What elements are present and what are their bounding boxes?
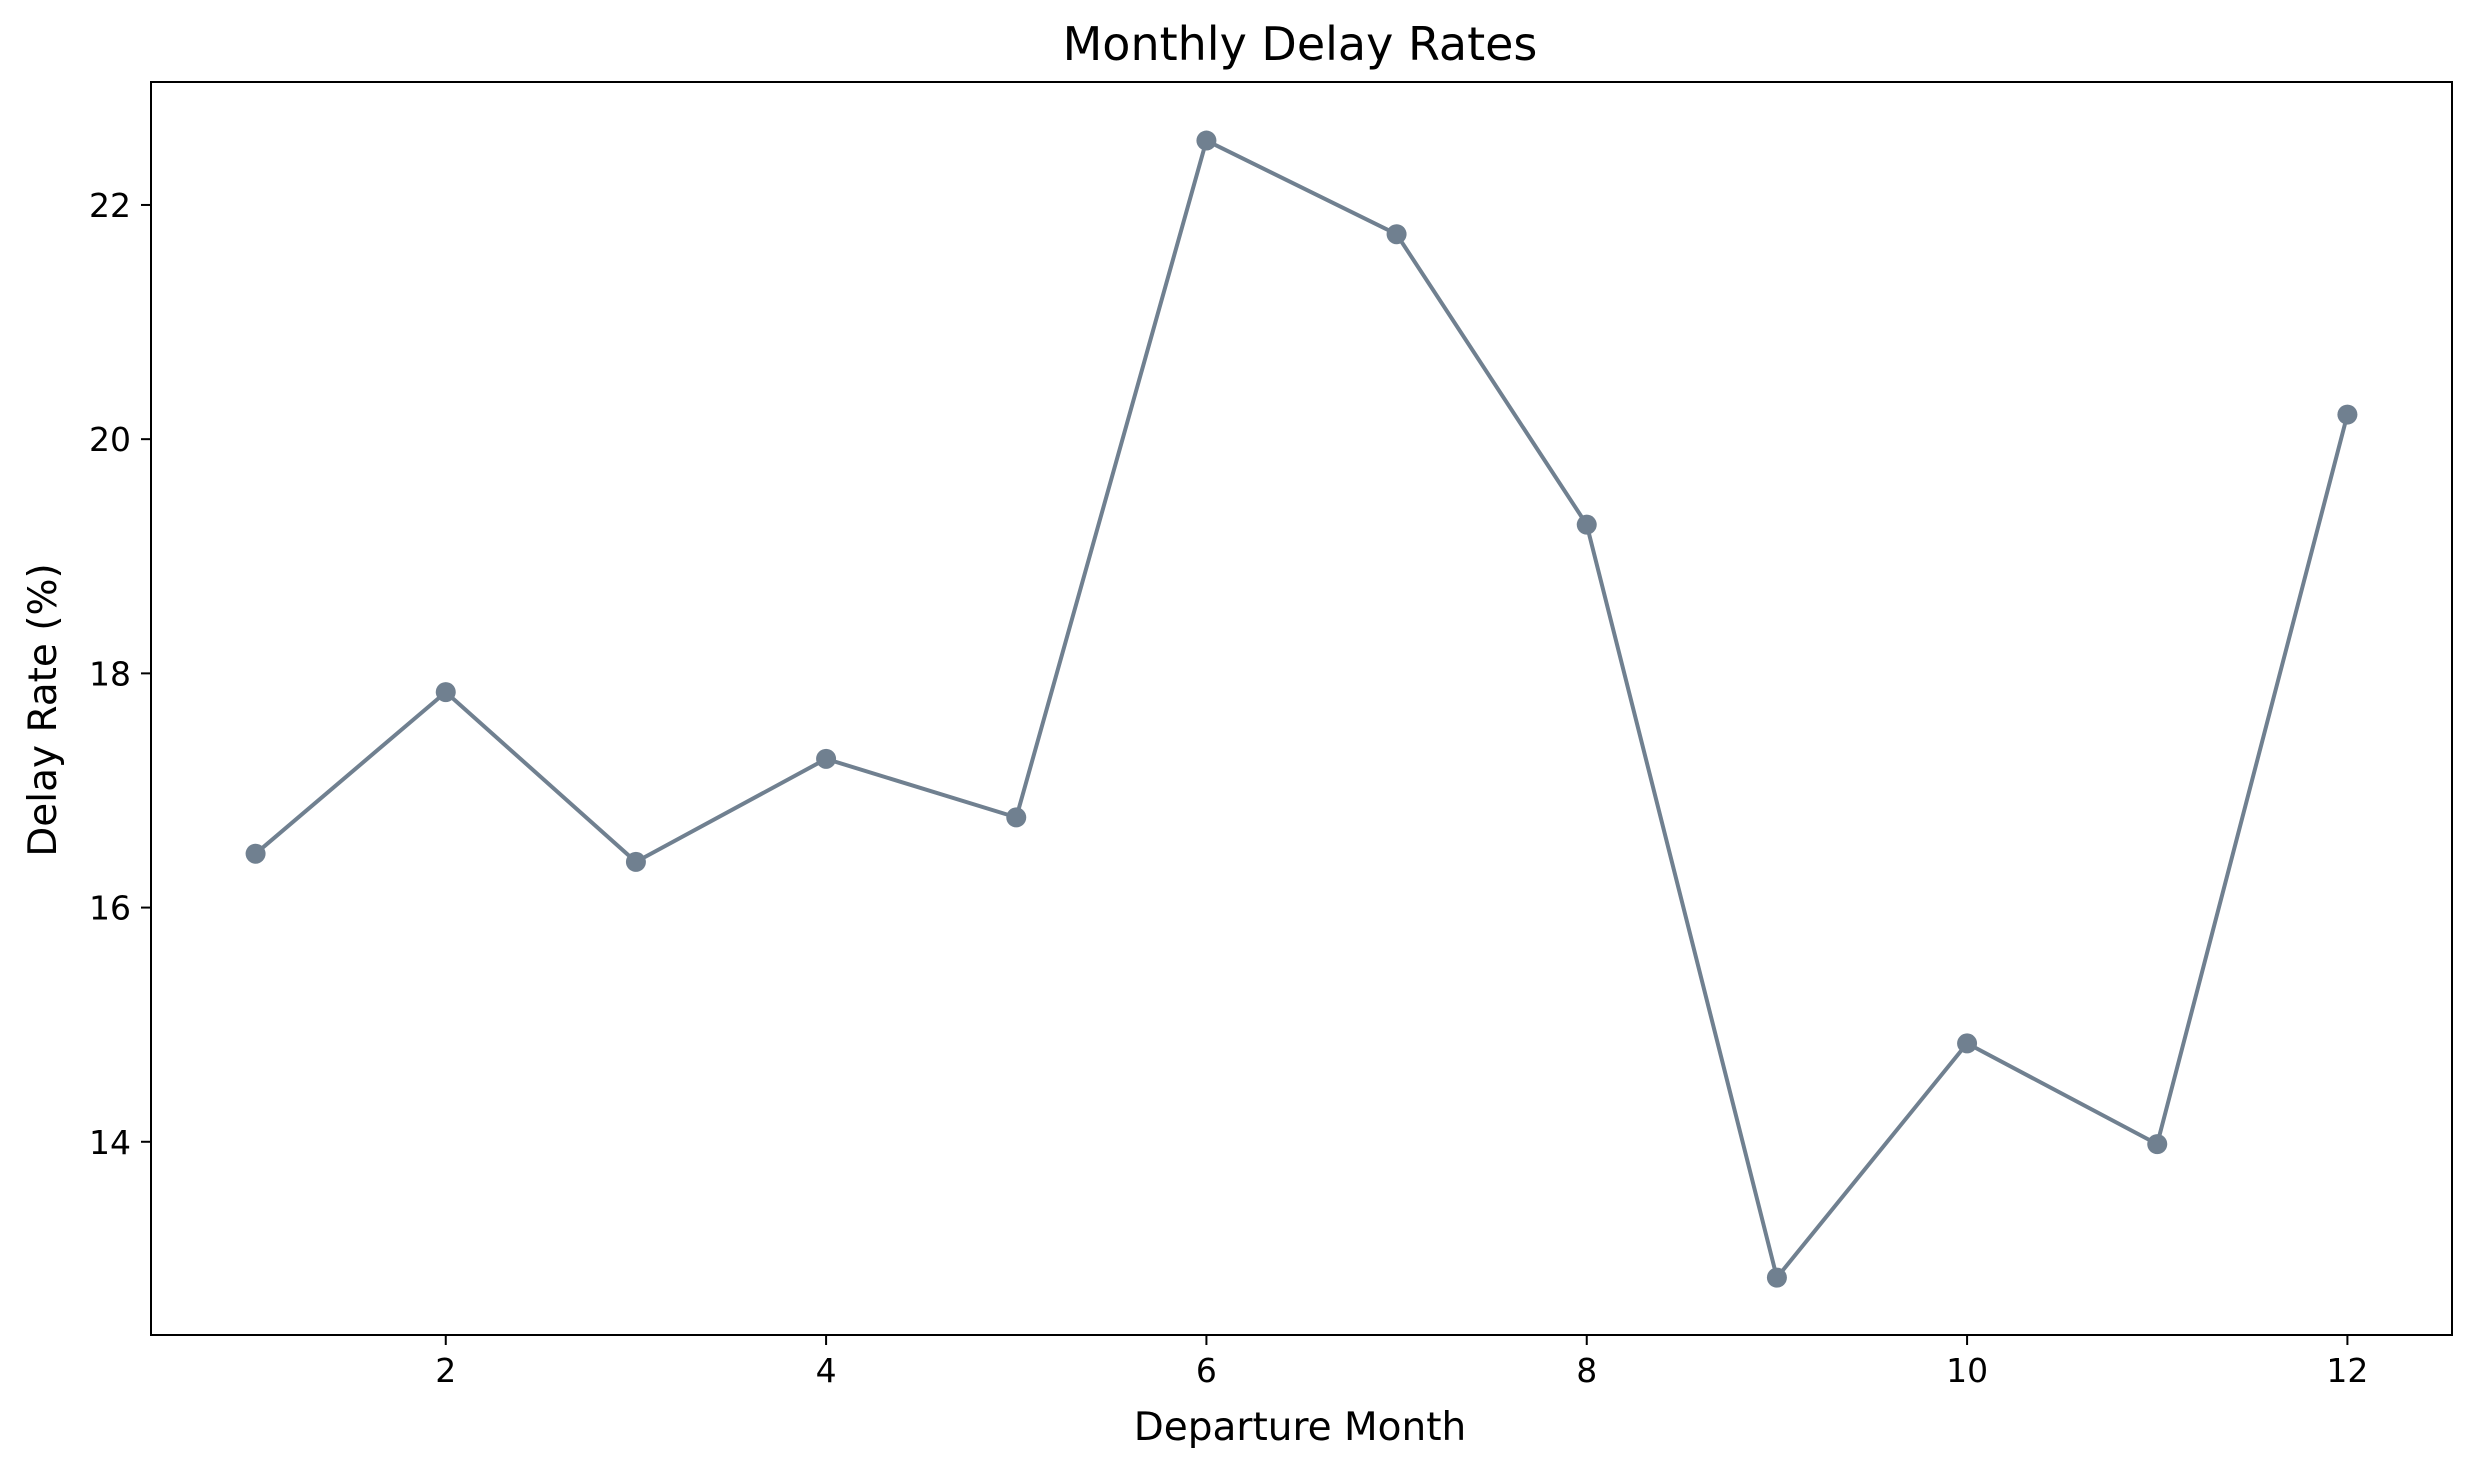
- y-tick-label: 16: [89, 889, 131, 928]
- data-point: [245, 843, 266, 864]
- x-tick-label: 4: [816, 1351, 837, 1390]
- y-tick-label: 18: [89, 654, 131, 693]
- data-point: [816, 748, 837, 769]
- data-point: [2337, 404, 2358, 425]
- plot-frame: [150, 81, 2453, 1336]
- x-tick-label: 8: [1576, 1351, 1597, 1390]
- data-point: [1576, 514, 1597, 535]
- x-tick-label: 10: [1946, 1351, 1988, 1390]
- x-tick-label: 2: [435, 1351, 456, 1390]
- y-tick-label: 14: [89, 1123, 131, 1162]
- series-line: [253, 138, 2350, 1280]
- data-point: [2147, 1134, 2168, 1155]
- y-axis: 14 16 18 20 22: [89, 186, 151, 1162]
- data-point: [1386, 224, 1407, 245]
- data-point: [1957, 1033, 1978, 1054]
- x-axis: 2 4 6 8 10 12: [435, 1335, 2368, 1390]
- y-tick-label: 22: [89, 186, 131, 225]
- plot-area: [245, 130, 2358, 1288]
- y-axis-title: Delay Rate (%): [21, 563, 66, 857]
- y-tick-label: 20: [89, 420, 131, 459]
- data-point: [435, 682, 456, 703]
- x-tick-label: 6: [1196, 1351, 1217, 1390]
- x-axis-title: Departure Month: [1134, 1405, 1467, 1450]
- data-point: [625, 851, 646, 872]
- data-point: [1766, 1267, 1787, 1288]
- chart-title: Monthly Delay Rates: [1063, 17, 1538, 71]
- data-point: [1196, 130, 1217, 151]
- data-point: [1006, 807, 1027, 828]
- x-tick-label: 12: [2326, 1351, 2368, 1390]
